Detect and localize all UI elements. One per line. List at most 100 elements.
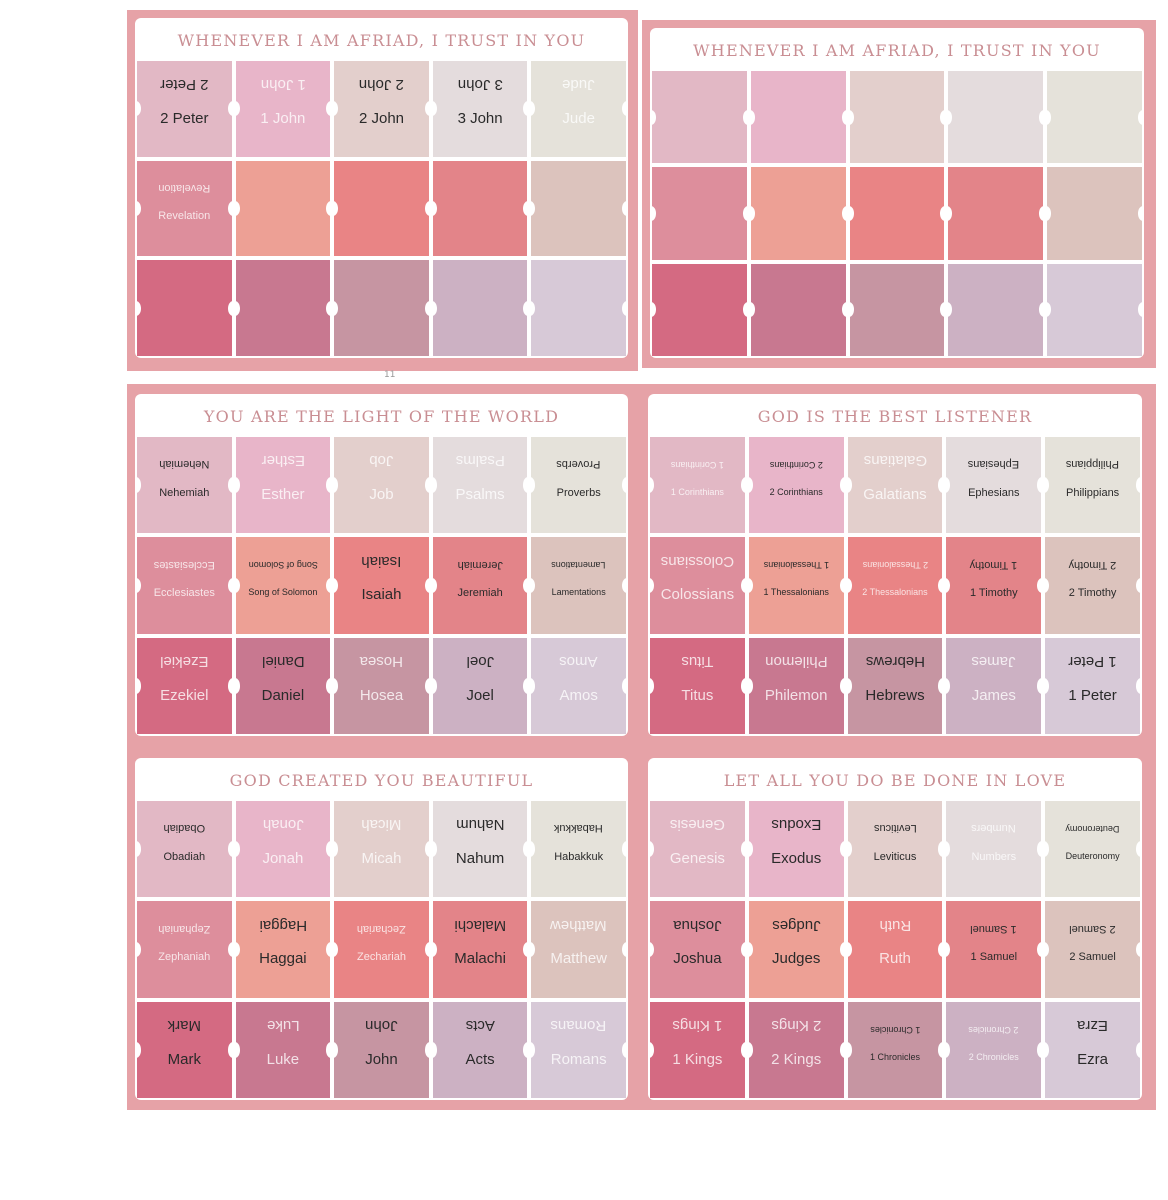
tab-label: Nahum <box>455 850 505 868</box>
tab-notch-right <box>424 200 429 217</box>
tab-notch-right <box>1138 109 1142 125</box>
tab-label: 2 Kings <box>771 1050 822 1068</box>
divider-tab: Nehemiah Nehemiah <box>137 437 232 534</box>
tab-label-mirrored: Lamentations <box>551 560 606 571</box>
tab-label-mirrored: Matthew <box>550 916 608 934</box>
tab-label-mirrored: 1 Samuel <box>970 922 1018 935</box>
tab-label-mirrored: Colossians <box>660 552 735 570</box>
tab-label-mirrored: Ecclesiastes <box>153 558 215 571</box>
divider-tab: Ephesians Ephesians <box>946 437 1042 534</box>
tab-label-mirrored: Acts <box>465 1017 495 1035</box>
tab-notch-right <box>621 300 626 316</box>
tab-label: Habakkuk <box>554 851 604 864</box>
tab-notch-right <box>1136 678 1140 694</box>
tab-notch-right <box>1037 477 1042 493</box>
tab-label: Obadiah <box>163 851 206 864</box>
divider-tab: 3 John 3 John <box>432 61 528 157</box>
divider-tab: 2 Timothy 2 Timothy <box>1045 537 1140 634</box>
tab-notch-left <box>1047 302 1052 318</box>
tab-label: Isaiah <box>361 586 402 604</box>
tab-label: Daniel <box>261 686 305 704</box>
divider-tab: Exodus Exodus <box>748 801 844 898</box>
tab-notch-right <box>839 1042 844 1058</box>
tab-notch-right <box>1037 941 1042 958</box>
tab-label-mirrored: Micah <box>361 816 402 834</box>
tab-label: Ruth <box>879 950 911 968</box>
tab-label: Amos <box>559 686 598 704</box>
tab-notch-right <box>424 1042 429 1058</box>
tab-label-mirrored: Ezra <box>1077 1017 1109 1035</box>
tab-label-mirrored: Psalms <box>455 452 505 470</box>
tab-notch-left <box>650 1042 654 1058</box>
tab-notch-left <box>948 206 953 221</box>
tab-label: Philippians <box>1065 487 1120 500</box>
tab-notch-left <box>432 200 437 217</box>
tab-label-mirrored: Ezekiel <box>160 653 209 671</box>
tab-notch-right <box>940 109 945 125</box>
divider-tab <box>1047 263 1142 356</box>
divider-tab: 2 Kings 2 Kings <box>748 1001 844 1098</box>
tab-notch-right <box>227 200 232 217</box>
tab-notch-right <box>523 841 528 857</box>
divider-tab <box>750 263 846 356</box>
tab-label: Joshua <box>673 950 722 968</box>
tab-notch-right <box>740 678 745 694</box>
tab-notch-right <box>1039 109 1044 125</box>
tab-notch-left <box>334 477 339 493</box>
tab-label-mirrored: Titus <box>681 653 714 671</box>
tab-label: Micah <box>361 850 402 868</box>
tab-notch-right <box>1136 941 1140 958</box>
divider-tab: Philippians Philippians <box>1045 437 1140 534</box>
tab-label-mirrored: Luke <box>266 1017 300 1035</box>
divider-tab: 2 Chronicles 2 Chronicles <box>946 1001 1042 1098</box>
tab-notch-left <box>334 300 339 316</box>
tab-label: Ezra <box>1077 1050 1109 1068</box>
divider-tab <box>531 260 626 356</box>
tab-label: Acts <box>465 1050 495 1068</box>
divider-tab <box>849 71 945 164</box>
tab-label: Lamentations <box>551 587 606 598</box>
tab-notch-right <box>621 678 626 694</box>
tab-notch-left <box>137 477 141 493</box>
tab-notch-left <box>531 841 536 857</box>
tab-label-mirrored: Numbers <box>971 822 1017 835</box>
tab-notch-right <box>227 678 232 694</box>
divider-tab: Psalms Psalms <box>432 437 528 534</box>
tab-label: 1 John <box>260 109 306 127</box>
tab-notch-left <box>531 678 536 694</box>
panel-title: GOD CREATED YOU BEAUTIFUL <box>229 771 534 790</box>
tab-notch-left <box>137 1042 141 1058</box>
panel-title: WHENEVER I AM AFRIAD, I TRUST IN YOU <box>177 31 586 50</box>
page-number: 11 <box>384 370 396 380</box>
tab-grid: 1 Corinthians 1 Corinthians 2 Corinthians 2… <box>650 437 1140 734</box>
tab-label-mirrored: Job <box>369 452 394 470</box>
tab-label: Psalms <box>455 486 505 504</box>
tab-notch-left <box>235 841 240 857</box>
divider-tab: Titus Titus <box>650 637 745 734</box>
tab-label: 2 Samuel <box>1069 951 1116 964</box>
tab-label: Zephaniah <box>158 951 211 964</box>
tab-label: 2 Timothy <box>1068 587 1117 600</box>
tab-label-mirrored: Judges <box>772 916 821 934</box>
tab-grid: Obadiah Obadiah Jonah Jonah Micah Micah Nahum N… <box>137 801 626 1098</box>
tab-label: Colossians <box>660 586 735 604</box>
divider-tab <box>334 260 429 356</box>
tab-notch-left <box>849 109 854 125</box>
tab-notch-left <box>235 477 240 493</box>
tab-notch-left <box>1045 577 1050 594</box>
tab-notch-right <box>1136 477 1140 493</box>
tab-notch-right <box>938 941 943 958</box>
tab-notch-left <box>531 477 536 493</box>
divider-tab: 1 Peter 1 Peter <box>1045 637 1140 734</box>
divider-tab: Luke Luke <box>235 1001 331 1098</box>
tab-notch-left <box>748 1042 753 1058</box>
tab-notch-left <box>946 477 951 493</box>
tab-notch-right <box>621 477 626 493</box>
tab-notch-left <box>849 206 854 221</box>
tab-notch-right <box>742 302 747 318</box>
divider-tab: Jonah Jonah <box>235 801 331 898</box>
tab-notch-right <box>1037 841 1042 857</box>
tab-label: Jude <box>562 109 595 127</box>
tab-label-mirrored: Joshua <box>673 916 722 934</box>
divider-tab: Esther Esther <box>235 437 331 534</box>
